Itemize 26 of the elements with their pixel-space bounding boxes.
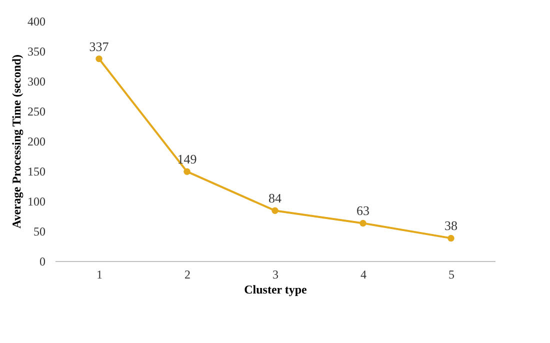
y-tick-label: 400 [28, 14, 46, 28]
y-tick-label: 150 [28, 164, 46, 178]
point [360, 220, 366, 227]
y-tick-label: 300 [28, 74, 46, 88]
point [96, 55, 102, 62]
y-tick-label: 50 [34, 224, 46, 238]
x-tick-label: 4 [360, 268, 366, 282]
y-axis-title: Average Processing Time (second) [10, 54, 24, 229]
data-label: 149 [177, 152, 197, 167]
data-label: 63 [356, 203, 370, 218]
y-tick-label: 0 [40, 254, 46, 268]
y-tick-label: 100 [28, 194, 46, 208]
x-tick-label: 3 [272, 268, 278, 282]
data-label: 337 [89, 38, 110, 54]
y-tick-label: 200 [28, 134, 46, 148]
y-tick-label: 350 [28, 44, 46, 58]
point [448, 234, 454, 242]
x-tick-label: 5 [448, 268, 454, 282]
data-label: 38 [444, 218, 458, 234]
y-tick-label: 250 [28, 104, 46, 118]
point [184, 168, 190, 175]
x-tick-label: 2 [184, 268, 190, 282]
data-label: 84 [268, 190, 282, 206]
x-axis-title: Cluster type [244, 282, 308, 296]
point [272, 207, 278, 214]
x-tick-label: 1 [96, 268, 102, 282]
